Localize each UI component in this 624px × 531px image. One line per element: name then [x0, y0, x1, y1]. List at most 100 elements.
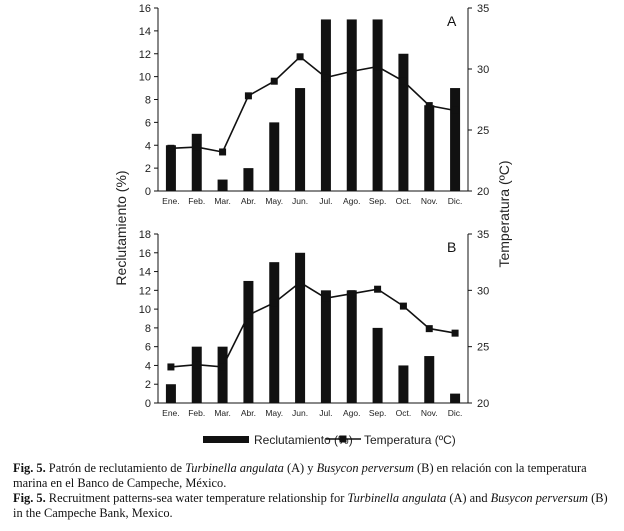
panel-a-temperature-point-11 [425, 102, 433, 110]
panel-a-bar-1 [165, 145, 176, 191]
panel-a-letter: A [447, 13, 457, 29]
caption-es-fig-number: Fig. 5. [13, 461, 46, 475]
panel-a-bar-5 [269, 122, 280, 191]
y-axis-label-left: Reclutamiento (%) [113, 170, 129, 285]
caption-es-text-3: (B) en relación con la temperatura marin… [13, 461, 587, 490]
caption-es-species-2: Busycon perversum [316, 461, 414, 475]
panel-b-right-tick-label: 20 [477, 398, 489, 410]
caption-es-text-2: (A) y [283, 461, 317, 475]
figure-caption: Fig. 5. Patrón de reclutamiento de Turbi… [13, 461, 617, 521]
panel-b-temperature-point-3 [219, 363, 227, 371]
caption-es-text-1: Patrón de reclutamiento de [45, 461, 186, 475]
panel-b-right-tick-label: 35 [477, 229, 489, 241]
panel-a-bar-4 [243, 168, 254, 191]
panel-b-temperature-point-4 [244, 311, 252, 319]
panel-b-bar-9 [372, 327, 383, 403]
panel-a-x-tick-label: Jun. [292, 196, 308, 206]
panel-a-x-tick-label: Ene. [162, 196, 180, 206]
panel-a-right-tick-label: 25 [477, 125, 489, 137]
caption-en-text-2: (A) and [446, 491, 491, 505]
panel-b-x-tick-label: Ene. [162, 408, 180, 418]
panel-b-bar-11 [424, 356, 435, 403]
panel-a-x-tick-label: May. [265, 196, 283, 206]
panel-a-bar-11 [424, 105, 435, 191]
panel-b-left-tick-label: 6 [145, 342, 151, 354]
panel-a: 0 2 4 6 8 10 12 14 16 20 25 30 35 Ene. Feb. Mar. Abr. May… [139, 3, 490, 206]
panel-a-left-tick-label: 6 [145, 117, 151, 129]
panel-b-right-tick-label: 30 [477, 285, 489, 297]
panel-a-temperature-point-3 [219, 148, 227, 156]
panel-a-temperature-point-1 [167, 144, 175, 152]
caption-en-species-1: Turbinella angulata [347, 491, 447, 505]
panel-a-x-tick-label: Sep. [369, 196, 387, 206]
caption-en-text-1: Recruitment patterns-sea water temperatu… [45, 491, 348, 505]
panel-b-left-tick-label: 10 [139, 304, 151, 316]
panel-b-bar-1 [165, 384, 176, 403]
panel-b-left-tick-label: 2 [145, 379, 151, 391]
panel-a-temperature-point-5 [270, 77, 278, 85]
panel-b-right-tick-label: 25 [477, 342, 489, 354]
panel-b-bar-2 [191, 346, 202, 403]
panel-a-bar-12 [450, 88, 461, 191]
panel-b-left-tick-label: 0 [145, 398, 151, 410]
caption-en-fig-number: Fig. 5. [13, 491, 46, 505]
y-axis-label-right: Temperatura (ºC) [496, 160, 512, 267]
panel-b-left-tick-label: 16 [139, 248, 151, 260]
panel-b-bar-12 [450, 393, 461, 403]
panel-b-x-tick-label: May. [265, 408, 283, 418]
panel-a-left-tick-label: 8 [145, 95, 151, 107]
caption-english: Fig. 5. Recruitment patterns-sea water t… [13, 491, 617, 521]
panel-a-temperature-line [170, 55, 456, 153]
panel-a-temperature-point-10 [399, 77, 407, 85]
panel-b-x-tick-label: Dic. [448, 408, 463, 418]
panel-b-letter: B [447, 239, 456, 255]
panel-b-temperature-point-7 [322, 294, 330, 302]
panel-b-bar-6 [295, 252, 306, 403]
panel-b-x-tick-label: Sep. [369, 408, 387, 418]
panel-b-left-tick-label: 4 [145, 360, 151, 372]
panel-b-left-tick-label: 18 [139, 229, 151, 241]
panel-b-x-tick-label: Abr. [241, 408, 256, 418]
caption-en-species-2: Busycon perversum [490, 491, 589, 505]
panel-a-bar-9 [372, 19, 383, 191]
panel-b-temperature-point-9 [374, 285, 382, 293]
panel-a-x-tick-label: Oct. [396, 196, 412, 206]
panel-a-bar-10 [398, 53, 409, 191]
panel-a-temperature-point-2 [193, 143, 201, 151]
panel-a-x-tick-label: Abr. [241, 196, 256, 206]
panel-a-temperature-point-7 [322, 74, 330, 82]
panel-a-x-tick-label: Nov. [421, 196, 438, 206]
legend-bar-label: Reclutamiento (%) [254, 433, 353, 447]
panel-a-bar-3 [217, 179, 228, 191]
panel-b-bar-3 [217, 346, 228, 403]
panel-a-right-tick-label: 30 [477, 64, 489, 76]
panel-b-bar-5 [269, 262, 280, 403]
panel-b-x-tick-label: Jun. [292, 408, 308, 418]
legend: Reclutamiento (%) Temperatura (ºC) [203, 433, 456, 447]
panel-a-left-tick-label: 0 [145, 186, 151, 198]
panel-b-x-tick-label: Feb. [188, 408, 205, 418]
panel-b-x-tick-label: Mar. [214, 408, 231, 418]
caption-spanish: Fig. 5. Patrón de reclutamiento de Turbi… [13, 461, 617, 491]
panel-a-x-tick-label: Feb. [188, 196, 205, 206]
panel-b-bar-7 [320, 290, 331, 403]
panel-a-right-tick-label: 35 [477, 3, 489, 15]
legend-bar-swatch [203, 436, 249, 443]
caption-es-species-1: Turbinella angulata [185, 461, 284, 475]
panel-a-bar-7 [320, 19, 331, 191]
panel-b-bar-8 [346, 290, 357, 403]
panel-a-left-tick-label: 14 [139, 26, 151, 38]
legend-line-label: Temperatura (ºC) [364, 433, 456, 447]
panel-a-bar-2 [191, 133, 202, 191]
panel-b-temperature-point-6 [296, 278, 304, 286]
panel-b-temperature-point-5 [270, 299, 278, 307]
legend-line-marker [339, 435, 347, 443]
panel-a-left-tick-label: 2 [145, 163, 151, 175]
panel-a-left-tick-label: 16 [139, 3, 151, 15]
panel-b-temperature-point-10 [399, 302, 407, 310]
panel-a-temperature-point-9 [374, 63, 382, 71]
panel-b-left-tick-label: 14 [139, 267, 151, 279]
panel-a-left-tick-label: 4 [145, 140, 151, 152]
panel-b-x-tick-label: Jul. [319, 408, 332, 418]
